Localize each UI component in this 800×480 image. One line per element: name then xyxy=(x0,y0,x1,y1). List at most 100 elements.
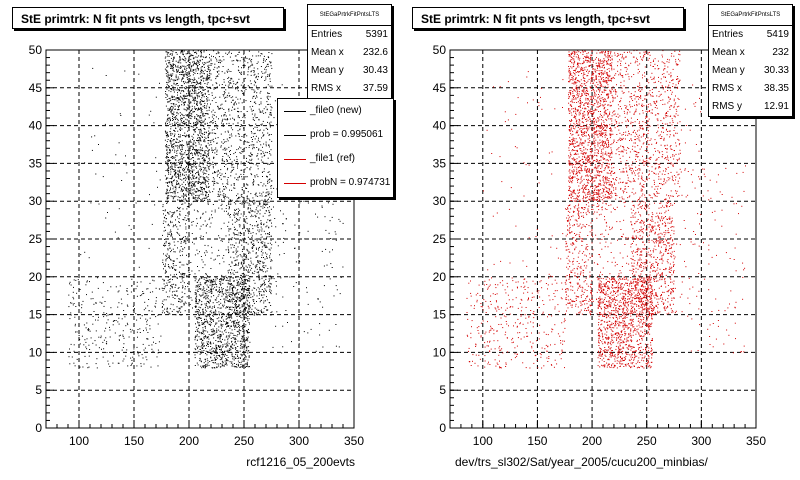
scatter-point xyxy=(232,293,234,295)
scatter-point xyxy=(250,155,252,157)
scatter-point xyxy=(236,354,238,356)
scatter-point xyxy=(196,194,198,196)
scatter-point xyxy=(168,181,170,183)
scatter-point xyxy=(246,331,248,333)
scatter-point xyxy=(193,123,195,125)
scatter-point xyxy=(169,188,171,190)
scatter-point xyxy=(244,168,246,170)
scatter-point xyxy=(206,284,208,286)
scatter-point xyxy=(229,293,231,295)
scatter-point xyxy=(191,126,193,128)
scatter-point xyxy=(186,141,188,143)
scatter-point xyxy=(182,51,184,53)
scatter-point xyxy=(193,62,195,64)
scatter-point xyxy=(248,155,250,156)
scatter-point xyxy=(192,221,194,222)
scatter-point xyxy=(165,260,167,262)
scatter-point xyxy=(192,197,194,199)
scatter-point xyxy=(219,263,221,265)
scatter-point xyxy=(190,141,191,143)
scatter-point xyxy=(227,349,229,351)
scatter-point xyxy=(231,78,233,80)
scatter-point xyxy=(203,89,205,91)
scatter-point xyxy=(216,60,218,62)
scatter-point xyxy=(239,60,241,62)
scatter-point xyxy=(170,139,171,141)
scatter-point xyxy=(181,140,183,142)
scatter-point xyxy=(245,274,247,276)
scatter-point xyxy=(179,197,181,199)
scatter-point xyxy=(228,110,230,112)
scatter-point xyxy=(197,290,198,292)
scatter-point xyxy=(211,360,213,362)
scatter-point xyxy=(183,219,185,221)
scatter-point xyxy=(210,140,212,142)
scatter-point xyxy=(186,191,188,193)
scatter-point xyxy=(256,264,258,266)
scatter-point xyxy=(208,117,210,119)
scatter-point xyxy=(240,366,242,368)
scatter-point xyxy=(240,316,242,318)
scatter-point xyxy=(223,91,225,92)
scatter-point xyxy=(201,320,202,321)
scatter-point xyxy=(247,318,248,320)
scatter-point xyxy=(182,77,183,79)
scatter-point xyxy=(192,79,194,81)
scatter-point xyxy=(266,270,268,272)
scatter-point xyxy=(247,202,249,204)
scatter-point xyxy=(175,284,177,286)
scatter-point xyxy=(219,336,221,338)
scatter-point xyxy=(237,167,238,169)
scatter-point xyxy=(195,161,197,163)
scatter-point xyxy=(221,325,223,327)
scatter-point xyxy=(183,122,185,124)
scatter-point xyxy=(172,260,174,262)
scatter-point xyxy=(201,137,203,138)
scatter-point xyxy=(196,67,198,69)
scatter-point xyxy=(208,64,210,66)
scatter-point xyxy=(266,296,267,298)
scatter-point xyxy=(202,154,204,156)
scatter-point xyxy=(237,356,239,357)
scatter-point xyxy=(241,304,243,306)
scatter-point xyxy=(196,94,198,96)
scatter-point xyxy=(197,86,199,88)
scatter-point xyxy=(188,143,190,145)
scatter-point xyxy=(204,315,206,317)
scatter-point xyxy=(244,279,245,281)
scatter-point xyxy=(184,202,186,204)
scatter-point xyxy=(246,255,247,257)
scatter-point xyxy=(188,203,190,205)
scatter-point xyxy=(258,277,260,279)
scatter-point xyxy=(173,195,175,197)
scatter-point xyxy=(175,77,177,79)
scatter-point xyxy=(192,171,194,172)
scatter-point xyxy=(187,183,189,185)
scatter-point xyxy=(242,364,243,366)
scatter-point xyxy=(240,274,242,276)
scatter-point xyxy=(265,289,267,291)
scatter-point xyxy=(177,147,179,149)
scatter-point xyxy=(212,177,214,179)
scatter-point xyxy=(166,201,168,203)
scatter-point xyxy=(244,141,246,143)
scatter-point xyxy=(180,120,182,121)
scatter-point xyxy=(234,326,235,328)
scatter-point xyxy=(175,159,177,161)
scatter-point xyxy=(184,96,186,98)
scatter-point xyxy=(242,65,244,66)
scatter-point xyxy=(199,150,201,152)
scatter-point xyxy=(234,356,236,358)
scatter-point xyxy=(206,186,208,188)
scatter-point xyxy=(174,79,176,81)
scatter-point xyxy=(173,136,175,138)
scatter-point xyxy=(178,183,180,185)
scatter-point xyxy=(213,56,214,58)
scatter-point xyxy=(235,347,237,349)
scatter-point xyxy=(242,215,244,217)
scatter-point xyxy=(95,319,96,321)
scatter-point xyxy=(179,147,180,149)
scatter-point xyxy=(269,275,271,277)
scatter-point xyxy=(245,330,247,332)
scatter-point xyxy=(226,326,227,328)
